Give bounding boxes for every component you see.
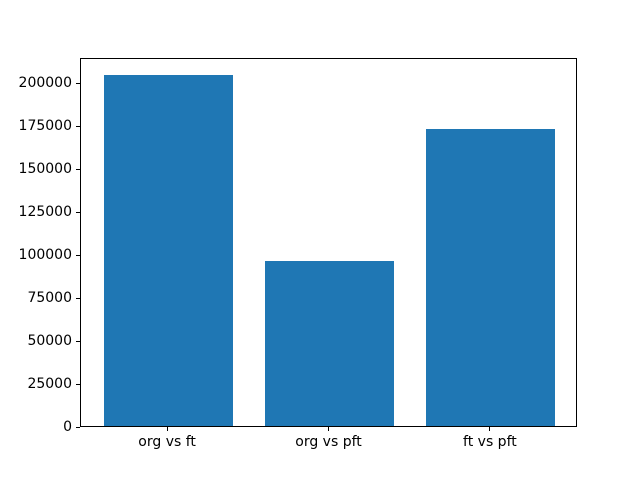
y-tick-label: 0 [63,419,72,435]
x-tick-mark [166,427,168,431]
bar [426,128,556,426]
y-tick-mark [76,426,80,428]
y-tick-label: 100000 [18,247,72,263]
y-tick-mark [76,82,80,84]
y-tick-mark [76,340,80,342]
bar [265,261,395,426]
y-tick-mark [76,211,80,213]
x-tick-mark [489,427,491,431]
y-tick-label: 50000 [27,333,72,349]
plot-area [80,58,577,427]
y-tick-mark [76,297,80,299]
y-tick-mark [76,383,80,385]
y-tick-label: 25000 [27,376,72,392]
x-tick-label: org vs ft [138,434,196,450]
y-tick-label: 125000 [18,204,72,220]
y-tick-mark [76,125,80,127]
x-tick-label: ft vs pft [463,434,517,450]
y-tick-label: 75000 [27,290,72,306]
y-tick-mark [76,168,80,170]
y-tick-mark [76,254,80,256]
bar [103,74,233,426]
x-tick-mark [328,427,329,431]
y-tick-label: 175000 [18,118,72,134]
y-tick-label: 200000 [18,75,72,91]
y-tick-label: 150000 [18,161,72,177]
x-tick-label: org vs pft [295,434,362,450]
